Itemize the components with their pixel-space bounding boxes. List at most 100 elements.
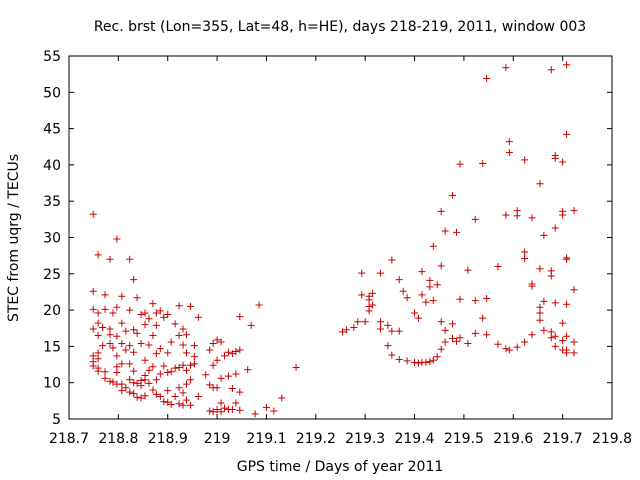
data-point [228, 406, 236, 414]
data-point [429, 297, 437, 305]
data-point [213, 406, 221, 414]
data-point [502, 211, 510, 219]
data-point [441, 326, 449, 334]
data-point [563, 61, 571, 69]
data-point [399, 287, 407, 295]
data-point [130, 390, 138, 398]
data-point [220, 404, 228, 412]
data-point [456, 334, 464, 342]
data-point [145, 315, 153, 323]
data-point [441, 338, 449, 346]
data-point [350, 324, 358, 332]
data-point [149, 363, 157, 371]
data-point [570, 349, 578, 357]
data-point [471, 329, 479, 337]
data-point [145, 341, 153, 349]
data-point [456, 160, 464, 168]
data-point [502, 345, 510, 353]
data-point [376, 269, 384, 277]
data-point [513, 343, 521, 351]
y-tick-label: 50 [43, 85, 61, 101]
data-point [388, 351, 396, 359]
data-point [395, 276, 403, 284]
data-point [126, 255, 134, 263]
data-point [182, 331, 190, 339]
data-point [190, 360, 198, 368]
data-point [130, 326, 138, 334]
data-point [551, 342, 559, 350]
data-point [156, 370, 164, 378]
data-point [449, 320, 457, 328]
data-point [164, 349, 172, 357]
data-point [149, 386, 157, 394]
data-point [551, 332, 559, 340]
data-point [338, 328, 346, 336]
data-point [449, 191, 457, 199]
data-point [433, 281, 441, 289]
data-point [411, 358, 419, 366]
data-point [133, 379, 141, 387]
data-point [471, 297, 479, 305]
data-point [437, 207, 445, 215]
data-point [126, 388, 134, 396]
data-point [160, 362, 168, 370]
x-tick-label: 219.3 [345, 431, 385, 447]
data-point [101, 374, 109, 382]
data-point [171, 392, 179, 400]
data-point [292, 363, 300, 371]
data-point [118, 380, 126, 388]
data-point [179, 341, 187, 349]
data-point [137, 382, 145, 390]
data-point [175, 332, 183, 340]
data-point [206, 346, 214, 354]
data-point [99, 342, 107, 350]
data-point [167, 368, 175, 376]
data-point [505, 149, 513, 157]
data-point [89, 287, 97, 295]
x-tick-label: 219.1 [246, 431, 286, 447]
data-point [145, 366, 153, 374]
data-point [109, 344, 117, 352]
data-point [122, 327, 130, 335]
data-point [418, 291, 426, 299]
data-point [528, 331, 536, 339]
data-point [130, 379, 138, 387]
y-tick-label: 30 [43, 231, 61, 247]
data-point [244, 366, 252, 374]
data-point [521, 338, 529, 346]
x-tick-label: 218.7 [49, 431, 89, 447]
data-point [156, 307, 164, 315]
data-point [137, 394, 145, 402]
data-point [89, 325, 97, 333]
x-tick-label: 219.2 [296, 431, 336, 447]
data-point [494, 340, 502, 348]
data-point [167, 338, 175, 346]
data-point [483, 331, 491, 339]
data-point [358, 269, 366, 277]
data-point [437, 318, 445, 326]
data-point [89, 362, 97, 370]
data-point [182, 380, 190, 388]
data-point [133, 329, 141, 337]
x-tick-label: 219.8 [592, 431, 632, 447]
data-point [426, 276, 434, 284]
data-point [483, 294, 491, 302]
data-point [505, 346, 513, 354]
data-point [179, 401, 187, 409]
data-point [278, 394, 286, 402]
data-point [365, 296, 373, 304]
data-point [433, 353, 441, 361]
data-point [418, 268, 426, 276]
x-tick-label: 218.8 [98, 431, 138, 447]
data-point [141, 376, 149, 384]
data-point [167, 400, 175, 408]
data-point [376, 318, 384, 326]
data-point [528, 282, 536, 290]
data-point [118, 319, 126, 327]
y-axis-label: STEC from uqrg / TECUs [6, 154, 22, 322]
data-point [160, 313, 168, 321]
data-point [141, 309, 149, 317]
data-point [101, 305, 109, 313]
data-point [130, 348, 138, 356]
